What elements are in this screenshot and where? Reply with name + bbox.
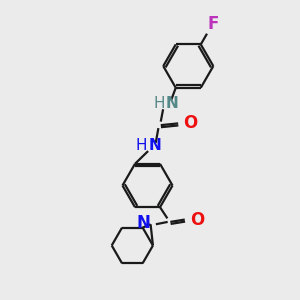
Text: H: H [153, 97, 165, 112]
Text: O: O [190, 211, 205, 229]
Text: N: N [136, 214, 150, 232]
Text: N: N [166, 97, 179, 112]
Text: O: O [183, 114, 198, 132]
Text: N: N [149, 138, 162, 153]
Text: F: F [208, 15, 219, 33]
Text: H: H [135, 138, 147, 153]
